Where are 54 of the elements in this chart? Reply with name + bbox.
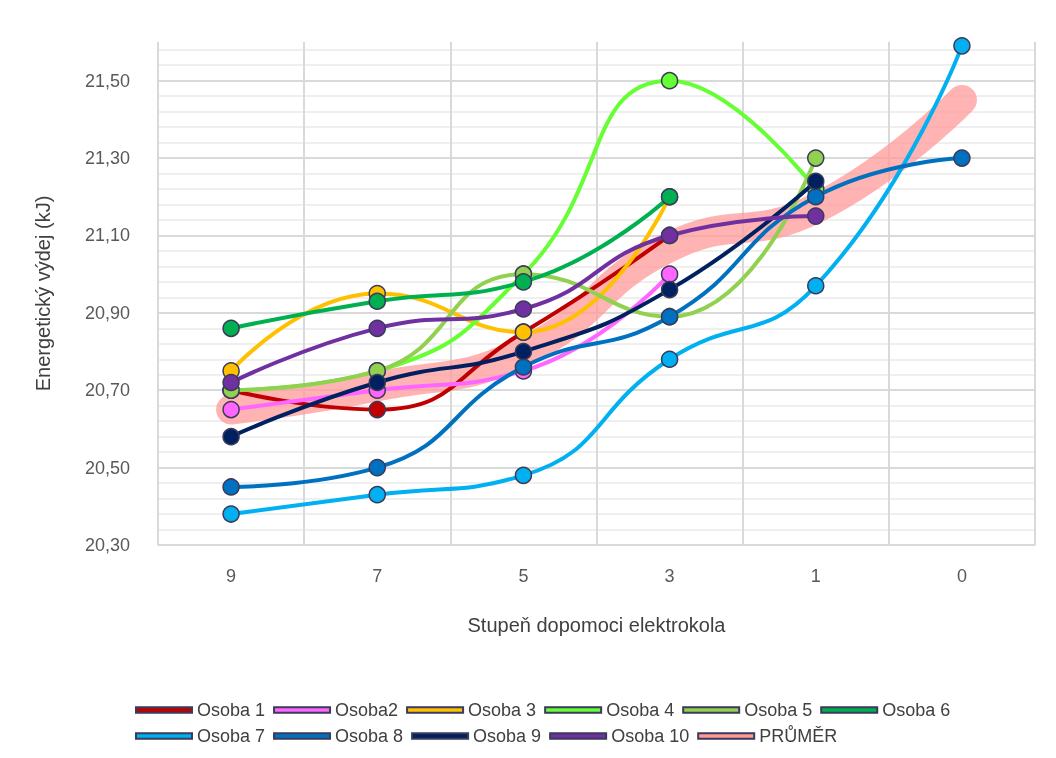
point [660, 265, 679, 283]
point [807, 207, 825, 225]
y-tick-label: 21,10 [84, 225, 130, 246]
legend-label: Osoba 9 [473, 726, 542, 746]
y-tick-label: 21,50 [84, 70, 130, 91]
point [807, 277, 825, 295]
point [514, 358, 533, 376]
x-tick-label: 9 [226, 566, 237, 586]
point [514, 342, 533, 361]
legend-label: Osoba 6 [882, 700, 951, 720]
point [222, 400, 240, 419]
point [660, 71, 679, 90]
point [222, 373, 240, 392]
x-tick-label: 5 [518, 566, 529, 586]
point [514, 273, 533, 291]
x-tick-label: 7 [372, 566, 383, 586]
point [368, 319, 386, 338]
legend-label: Osoba 1 [197, 700, 266, 720]
point [368, 373, 386, 392]
point [222, 319, 240, 338]
point [660, 350, 679, 369]
point [953, 149, 971, 167]
legend-label: Osoba 5 [744, 700, 813, 720]
point [514, 466, 533, 485]
legend-label: Osoba 3 [468, 700, 537, 720]
point [222, 427, 240, 446]
y-tick-label: 20,90 [84, 302, 130, 323]
y-tick-label: 21,30 [84, 148, 130, 169]
x-axis-title: Stupeň dopomoci elektrokola [467, 614, 727, 636]
legend-label: Osoba 7 [197, 726, 266, 746]
x-tick-label: 3 [664, 566, 675, 586]
point [514, 300, 533, 318]
y-tick-label: 20,50 [84, 457, 130, 478]
point [368, 485, 386, 504]
point [222, 505, 240, 523]
y-axis-title: Energetický výdej (kJ) [32, 195, 54, 392]
legend-label: Osoba 8 [335, 726, 404, 746]
legend-label: Osoba 4 [606, 700, 675, 720]
legend-label: PRŮMĚR [759, 725, 838, 746]
legend-label: Osoba2 [335, 700, 399, 720]
legend-label: Osoba 10 [611, 726, 690, 746]
y-tick-label: 20,70 [84, 380, 130, 401]
x-tick-label: 1 [810, 566, 821, 586]
y-tick-label: 20,30 [84, 535, 130, 555]
x-tick-label: 0 [956, 566, 967, 586]
point [807, 188, 825, 206]
point [368, 400, 386, 419]
point [368, 458, 386, 477]
point [660, 280, 679, 299]
point [807, 172, 825, 191]
point [222, 478, 240, 496]
point [953, 37, 971, 55]
point [807, 149, 825, 167]
point [368, 292, 386, 310]
